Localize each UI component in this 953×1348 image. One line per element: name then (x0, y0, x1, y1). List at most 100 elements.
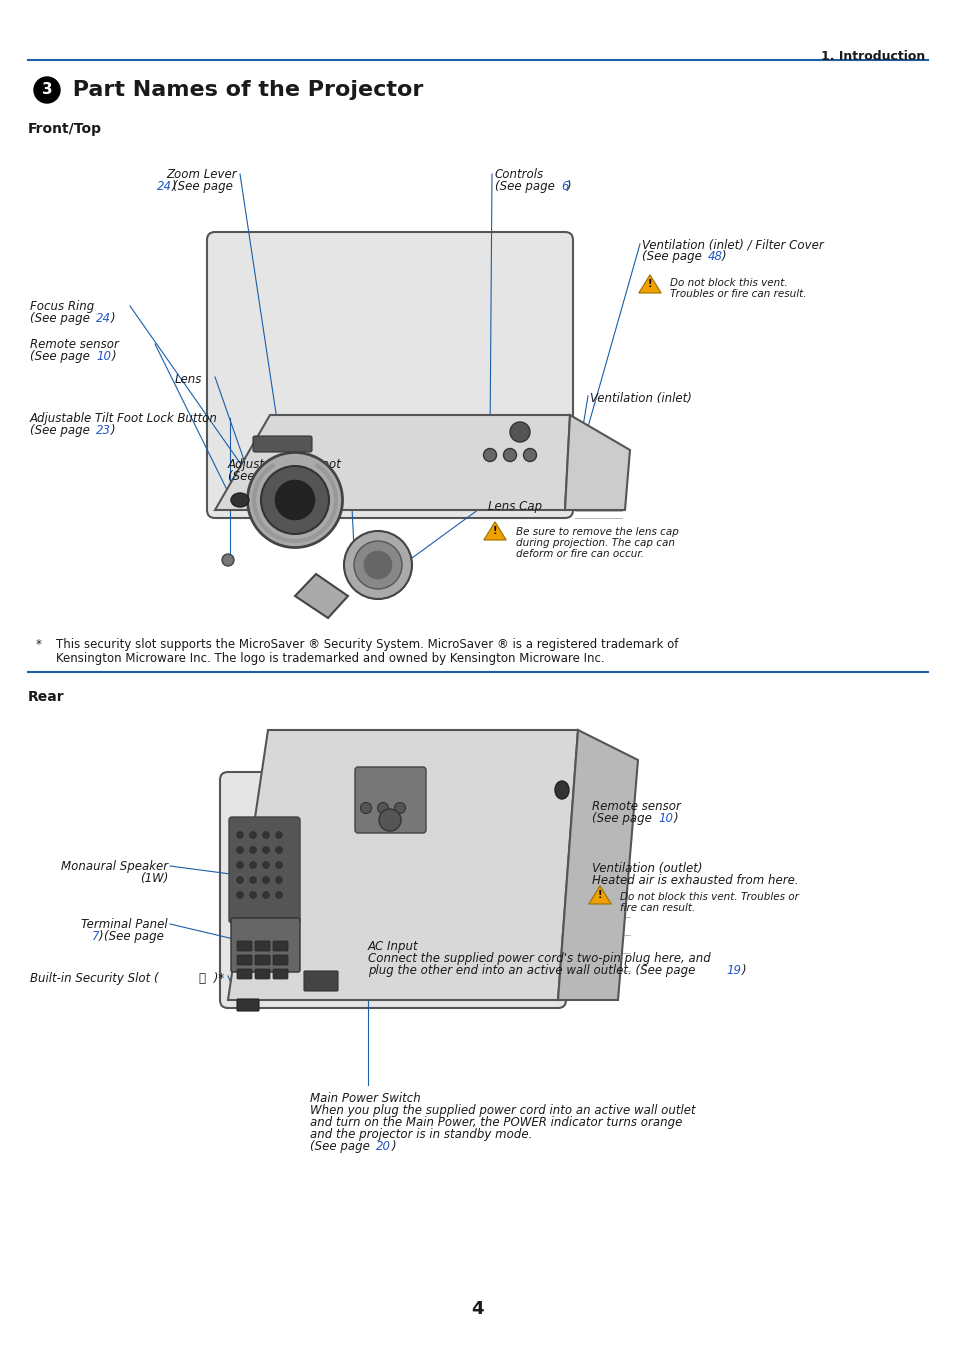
FancyBboxPatch shape (253, 435, 312, 452)
Text: 7: 7 (91, 930, 99, 944)
Ellipse shape (395, 802, 405, 813)
Text: 3: 3 (42, 82, 52, 97)
Text: 24: 24 (96, 311, 111, 325)
FancyBboxPatch shape (236, 969, 252, 979)
Text: Lens Cap: Lens Cap (488, 500, 541, 514)
FancyBboxPatch shape (231, 918, 299, 972)
Text: 1. Introduction: 1. Introduction (820, 50, 924, 63)
Text: !: ! (493, 526, 497, 537)
FancyBboxPatch shape (273, 954, 288, 965)
Text: (See page: (See page (310, 1140, 374, 1153)
Text: 10: 10 (658, 811, 672, 825)
Text: ): ) (721, 249, 726, 263)
FancyBboxPatch shape (254, 941, 270, 950)
Text: (See page: (See page (30, 311, 93, 325)
Text: Ventilation (inlet): Ventilation (inlet) (589, 392, 691, 404)
Ellipse shape (378, 809, 400, 830)
Ellipse shape (275, 832, 282, 838)
Ellipse shape (262, 876, 269, 883)
FancyBboxPatch shape (273, 941, 288, 950)
Text: and turn on the Main Power, the POWER indicator turns orange: and turn on the Main Power, the POWER in… (310, 1116, 681, 1130)
Text: 23: 23 (96, 425, 111, 437)
Text: ): ) (566, 181, 571, 193)
Text: deform or fire can occur.: deform or fire can occur. (516, 549, 643, 559)
FancyBboxPatch shape (304, 971, 337, 991)
Ellipse shape (236, 891, 243, 899)
Text: ): ) (172, 181, 176, 193)
Text: Adjustable Tilt Foot Lock Button: Adjustable Tilt Foot Lock Button (30, 412, 217, 425)
Text: )*: )* (210, 972, 224, 985)
Text: Controls: Controls (495, 168, 543, 181)
Text: This security slot supports the MicroSaver ® Security System. MicroSaver ® is a : This security slot supports the MicroSav… (56, 638, 678, 651)
Polygon shape (639, 275, 660, 293)
Ellipse shape (364, 551, 392, 580)
Ellipse shape (262, 891, 269, 899)
Ellipse shape (250, 861, 256, 868)
Text: Part Names of the Projector: Part Names of the Projector (65, 80, 423, 100)
Text: (See page: (See page (104, 930, 168, 944)
Polygon shape (214, 415, 569, 510)
Text: Remote sensor: Remote sensor (592, 799, 680, 813)
Text: Main Power Switch: Main Power Switch (310, 1092, 420, 1105)
Ellipse shape (250, 847, 256, 853)
Text: Lens: Lens (174, 373, 202, 386)
Polygon shape (483, 522, 506, 541)
Text: 24: 24 (157, 181, 172, 193)
Text: Monaural Speaker: Monaural Speaker (61, 860, 168, 874)
FancyBboxPatch shape (220, 772, 565, 1008)
Text: Remote sensor: Remote sensor (30, 338, 119, 350)
Text: 6: 6 (560, 181, 568, 193)
Ellipse shape (483, 449, 496, 461)
Ellipse shape (250, 876, 256, 883)
Circle shape (34, 77, 60, 102)
Text: Ventilation (inlet) / Filter Cover: Ventilation (inlet) / Filter Cover (641, 239, 822, 251)
Polygon shape (294, 574, 348, 617)
Text: during projection. The cap can: during projection. The cap can (516, 538, 675, 549)
FancyBboxPatch shape (236, 941, 252, 950)
Text: Heated air is exhausted from here.: Heated air is exhausted from here. (592, 874, 798, 887)
Text: Focus Ring: Focus Ring (30, 301, 94, 313)
Ellipse shape (344, 531, 412, 599)
Ellipse shape (236, 861, 243, 868)
Ellipse shape (236, 832, 243, 838)
Text: ): ) (111, 311, 115, 325)
Text: Be sure to remove the lens cap: Be sure to remove the lens cap (516, 527, 679, 537)
Text: Adjustable Tilt Foot: Adjustable Tilt Foot (228, 458, 341, 470)
Polygon shape (588, 886, 611, 905)
Text: Built-in Security Slot (: Built-in Security Slot ( (30, 972, 162, 985)
FancyBboxPatch shape (229, 817, 299, 923)
Text: 19: 19 (725, 964, 740, 977)
Text: Do not block this vent. Troubles or: Do not block this vent. Troubles or (619, 892, 798, 902)
Text: ): ) (741, 964, 746, 977)
Polygon shape (228, 731, 578, 1000)
FancyBboxPatch shape (355, 767, 426, 833)
Text: ): ) (111, 425, 115, 437)
Ellipse shape (262, 861, 269, 868)
Text: 48: 48 (707, 249, 722, 263)
Ellipse shape (360, 802, 371, 813)
Text: 10: 10 (96, 350, 111, 363)
Ellipse shape (354, 541, 401, 589)
FancyBboxPatch shape (254, 969, 270, 979)
Text: Ventilation (outlet): Ventilation (outlet) (592, 861, 701, 875)
Text: (1W): (1W) (139, 872, 168, 886)
Text: 20: 20 (375, 1140, 391, 1153)
Text: Troubles or fire can result.: Troubles or fire can result. (669, 288, 805, 299)
Text: (See page: (See page (30, 350, 93, 363)
FancyBboxPatch shape (236, 954, 252, 965)
Text: ): ) (112, 350, 116, 363)
Ellipse shape (236, 847, 243, 853)
Text: 4: 4 (470, 1299, 483, 1318)
Text: ): ) (673, 811, 678, 825)
Text: ): ) (310, 470, 314, 483)
Ellipse shape (377, 802, 388, 813)
Text: (See page: (See page (592, 811, 655, 825)
Ellipse shape (275, 876, 282, 883)
Ellipse shape (231, 493, 249, 507)
Ellipse shape (222, 554, 233, 566)
Ellipse shape (262, 847, 269, 853)
Text: 🔒: 🔒 (198, 972, 205, 985)
FancyBboxPatch shape (273, 969, 288, 979)
Text: and the projector is in standby mode.: and the projector is in standby mode. (310, 1128, 532, 1140)
Ellipse shape (275, 861, 282, 868)
